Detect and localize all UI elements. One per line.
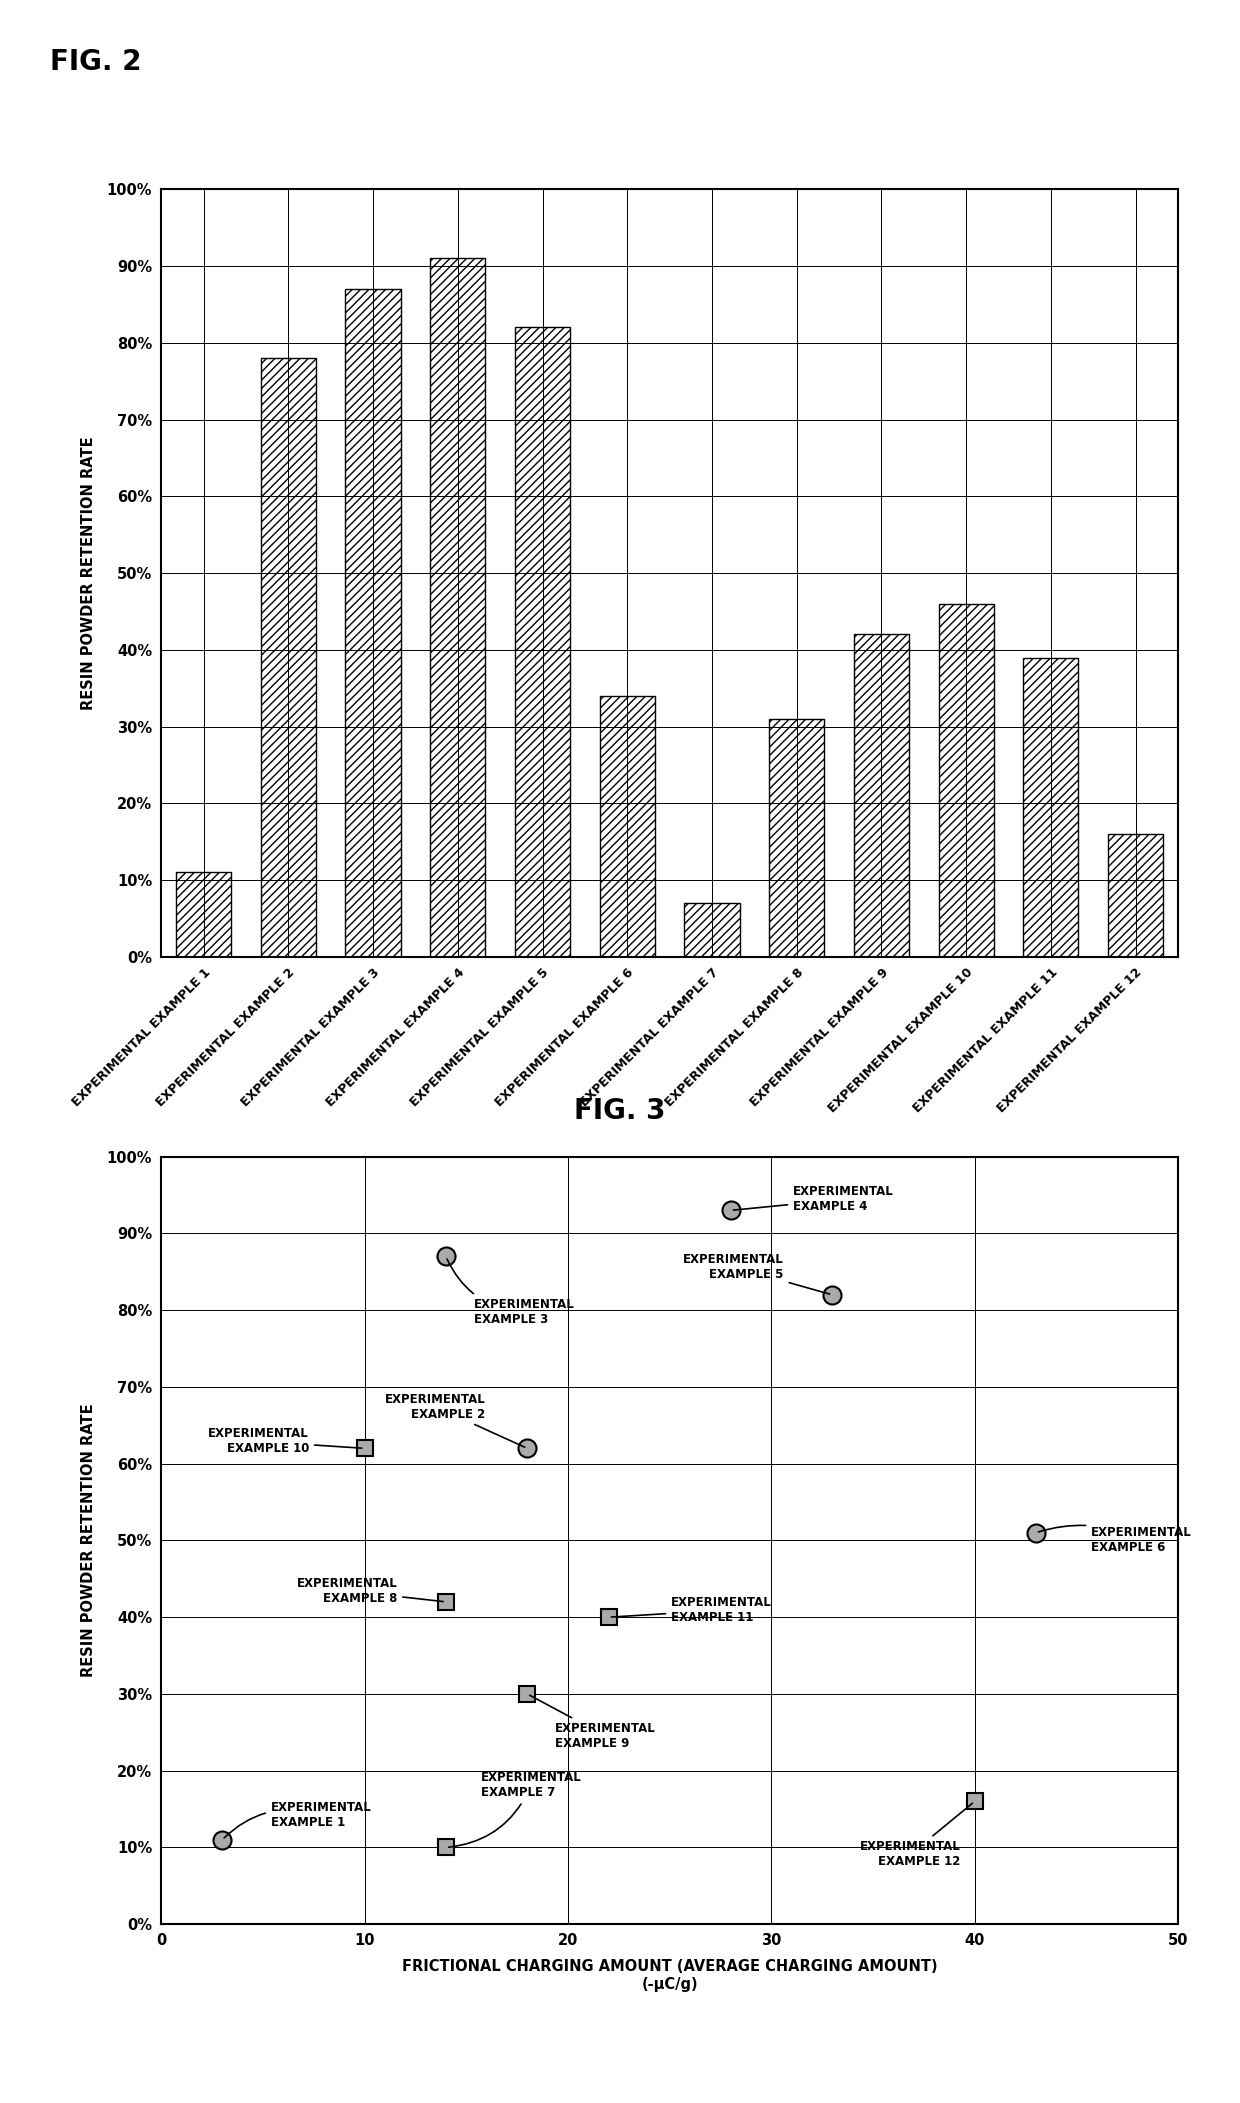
Text: EXPERIMENTAL
EXAMPLE 4: EXPERIMENTAL EXAMPLE 4 [733,1186,894,1213]
Bar [684,902,739,957]
Text: EXPERIMENTAL
EXAMPLE 3: EXPERIMENTAL EXAMPLE 3 [448,1260,574,1327]
Text: EXPERIMENTAL
EXAMPLE 10: EXPERIMENTAL EXAMPLE 10 [208,1428,362,1455]
Bar [854,635,909,957]
Bar [346,288,401,957]
Y-axis label: RESIN POWDER RETENTION RATE: RESIN POWDER RETENTION RATE [81,1403,95,1678]
Text: EXPERIMENTAL
EXAMPLE 12: EXPERIMENTAL EXAMPLE 12 [861,1802,972,1867]
Bar [939,604,993,957]
Text: EXPERIMENTAL
EXAMPLE 9: EXPERIMENTAL EXAMPLE 9 [529,1695,656,1750]
Bar [430,259,485,957]
Bar [600,696,655,957]
Bar [1109,835,1163,957]
Text: FIG. 2: FIG. 2 [50,48,141,76]
Text: EXPERIMENTAL
EXAMPLE 8: EXPERIMENTAL EXAMPLE 8 [296,1577,443,1605]
Text: EXPERIMENTAL
EXAMPLE 1: EXPERIMENTAL EXAMPLE 1 [224,1800,372,1838]
Text: EXPERIMENTAL
EXAMPLE 11: EXPERIMENTAL EXAMPLE 11 [611,1596,771,1624]
Text: FIG. 3: FIG. 3 [574,1098,666,1125]
Bar [260,358,316,957]
X-axis label: FRICTIONAL CHARGING AMOUNT (AVERAGE CHARGING AMOUNT)
(-μC/g): FRICTIONAL CHARGING AMOUNT (AVERAGE CHAR… [402,1960,937,1992]
Text: EXPERIMENTAL
EXAMPLE 5: EXPERIMENTAL EXAMPLE 5 [683,1253,830,1293]
Text: EXPERIMENTAL
EXAMPLE 6: EXPERIMENTAL EXAMPLE 6 [1038,1525,1192,1554]
Bar [515,328,570,957]
Bar [769,719,825,957]
Bar [176,873,231,957]
Text: EXPERIMENTAL
EXAMPLE 7: EXPERIMENTAL EXAMPLE 7 [449,1771,582,1846]
Text: EXPERIMENTAL
EXAMPLE 2: EXPERIMENTAL EXAMPLE 2 [384,1392,525,1447]
Y-axis label: RESIN POWDER RETENTION RATE: RESIN POWDER RETENTION RATE [81,435,95,711]
Bar [1023,658,1079,957]
